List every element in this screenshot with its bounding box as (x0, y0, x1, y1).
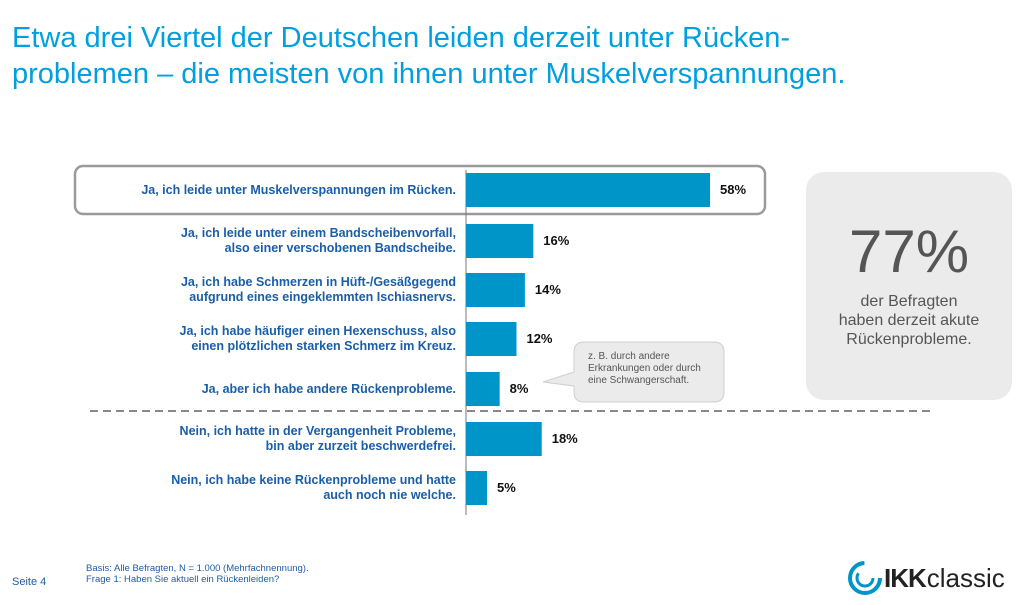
bar-value-label: 58% (720, 182, 747, 197)
category-label: Ja, ich leide unter einem Bandscheibenvo… (96, 226, 456, 256)
ikk-classic-logo: IKK classic (848, 560, 1005, 596)
logo-swirl-icon (848, 561, 882, 595)
bar (466, 224, 534, 258)
summary-line: der Befragten (860, 293, 958, 310)
category-label-line: aufgrund eines eingeklemmten Ischiasnerv… (189, 290, 456, 304)
bubble-line: eine Schwangerschaft. (588, 375, 690, 386)
highlight-frame (73, 164, 767, 216)
bar-value-label: 14% (534, 282, 561, 297)
page-title: Etwa drei Viertel der Deutschen leiden d… (12, 20, 1002, 92)
category-label-line: Ja, ich habe häufiger einen Hexenschuss,… (179, 324, 457, 338)
bar (466, 471, 488, 505)
bar (466, 372, 500, 406)
bar-value-label: 12% (526, 331, 553, 346)
bar (466, 322, 517, 356)
bar-value-label: 18% (551, 431, 578, 446)
category-label: Ja, ich habe häufiger einen Hexenschuss,… (96, 324, 457, 354)
bar (466, 173, 710, 207)
bar (466, 422, 542, 456)
speech-bubble (542, 341, 725, 403)
footnote-line: Basis: Alle Befragten, N = 1.000 (Mehrfa… (86, 563, 309, 574)
category-label: Nein, ich hatte in der Vergangenheit Pro… (96, 424, 456, 454)
footnote: Basis: Alle Befragten, N = 1.000 (Mehrfa… (86, 563, 309, 585)
footnote-line: Frage 1: Haben Sie aktuell ein Rückenlei… (86, 574, 280, 585)
bubble-text: z. B. durch andere Erkrankungen oder dur… (588, 351, 718, 387)
bar (466, 273, 525, 307)
logo-classic-text: classic (926, 562, 1005, 593)
summary-line: Rückenprobleme. (846, 331, 972, 348)
category-label-line: Ja, ich leide unter einem Bandscheibenvo… (180, 226, 456, 240)
title-line-2: problemen – die meisten von ihnen unter … (12, 58, 846, 90)
bar-value-label: 16% (543, 233, 570, 248)
summary-callout: 77% der Befragten haben derzeit akute Rü… (806, 172, 1012, 400)
category-label-line: Ja, aber ich habe andere Rückenprobleme. (201, 381, 456, 396)
summary-value: 77% (848, 218, 970, 285)
category-label-line: bin aber zurzeit beschwerdefrei. (265, 439, 456, 453)
category-label: Ja, ich habe Schmerzen in Hüft-/Gesäßgeg… (96, 275, 456, 305)
logo-ikk-text: IKK (884, 562, 927, 593)
category-label-line: Nein, ich habe keine Rückenprobleme und … (171, 473, 456, 487)
summary-text: der Befragten haben derzeit akute Rücken… (806, 292, 1012, 349)
category-label-line: Ja, ich leide unter Muskelverspannungen … (141, 182, 456, 197)
category-label-line: auch noch nie welche. (323, 488, 456, 502)
page-number: Seite 4 (12, 576, 47, 588)
bubble-line: z. B. durch andere (588, 351, 670, 362)
bar-value-label: 5% (497, 480, 516, 495)
title-line-1: Etwa drei Viertel der Deutschen leiden d… (12, 22, 791, 54)
category-label-line: einen plötzlichen starken Schmerz im Kre… (191, 339, 456, 353)
category-label: Ja, aber ich habe andere Rückenprobleme. (96, 382, 456, 397)
category-label: Nein, ich habe keine Rückenprobleme und … (96, 473, 456, 503)
summary-line: haben derzeit akute (838, 312, 980, 329)
bubble-line: Erkrankungen oder durch (588, 363, 701, 374)
category-label-line: Ja, ich habe Schmerzen in Hüft-/Gesäßgeg… (180, 275, 456, 289)
category-label: Ja, ich leide unter Muskelverspannungen … (96, 183, 456, 198)
category-label-line: Nein, ich hatte in der Vergangenheit Pro… (179, 424, 456, 438)
category-label-line: also einer verschobenen Bandscheibe. (224, 241, 456, 255)
bar-value-label: 8% (509, 381, 529, 396)
